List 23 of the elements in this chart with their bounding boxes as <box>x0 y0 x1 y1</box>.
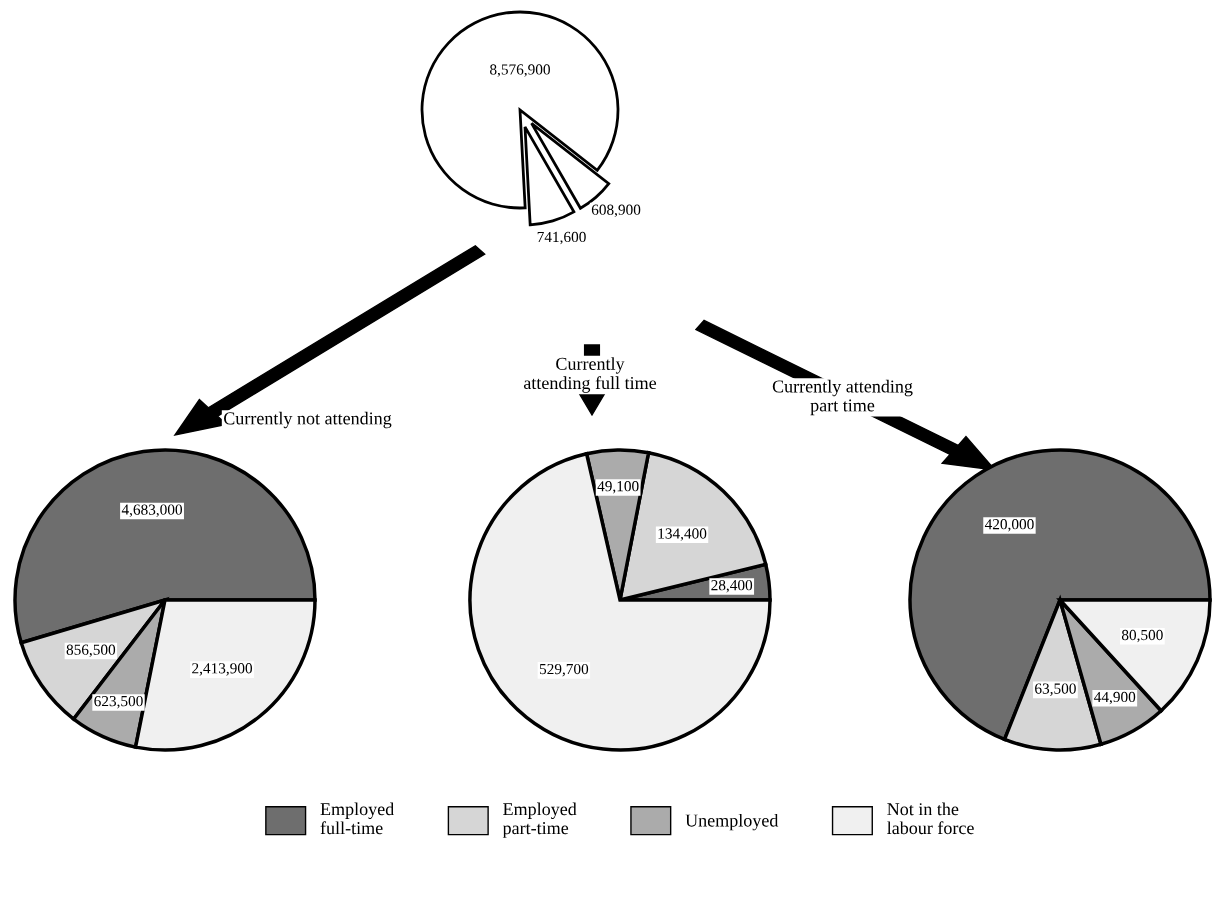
data-label: 856,500 <box>66 644 116 658</box>
chart-title: Currently not attending <box>224 411 392 429</box>
data-label: 2,413,900 <box>192 663 253 676</box>
legend-label: Unemployed <box>685 813 779 831</box>
data-label: 63,500 <box>1035 683 1076 696</box>
data-label: 134,400 <box>658 528 707 541</box>
data-label: 420,000 <box>984 519 1034 532</box>
data-label: 741,600 <box>537 231 586 245</box>
pie-slice <box>468 452 772 752</box>
legend-label: Not in the labour force <box>887 802 974 835</box>
chart-title: Currently attending full time <box>523 357 657 393</box>
legend-label: Employed full-time <box>320 802 395 835</box>
data-label: 4,683,000 <box>121 504 183 517</box>
data-label: 8,576,900 <box>490 64 550 77</box>
data-label: 49,100 <box>597 481 639 494</box>
data-label: 28,400 <box>711 580 753 593</box>
data-label: 623,500 <box>94 695 143 709</box>
chart-title: Currently attending part time <box>772 379 913 416</box>
legend-label: Employed part-time <box>502 802 577 838</box>
data-label: 80,500 <box>1121 629 1163 643</box>
data-label: 608,900 <box>591 204 641 218</box>
data-label: 44,900 <box>1094 691 1136 705</box>
data-label: 529,700 <box>539 663 589 677</box>
